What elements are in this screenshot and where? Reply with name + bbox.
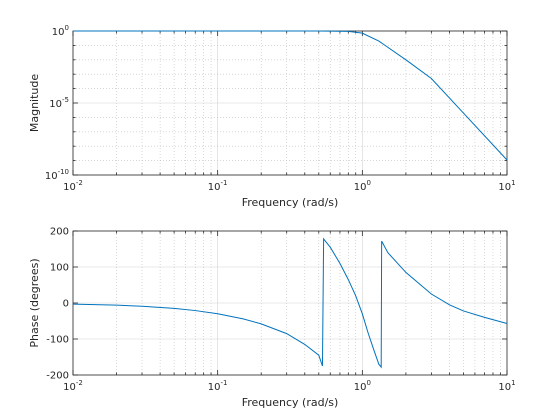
phase-y-axis-label: Phase (degrees) [28,258,41,347]
phase-y-tick-labels: -200 -100 0 100 200 [46,227,69,382]
magnitude-x-tick-labels: 10-2 10-1 100 101 [63,179,515,193]
y-tick-label: 10-10 [45,168,69,182]
phase-ticks [72,230,508,376]
x-tick-label: 101 [498,379,515,393]
y-tick-label: 10-5 [49,96,69,110]
x-tick-label: 10-1 [208,379,228,393]
magnitude-grid [72,30,507,176]
phase-x-tick-labels: 10-2 10-1 100 101 [63,379,515,393]
y-tick-label: 100 [50,263,69,274]
phase-series-line [72,237,508,369]
y-tick-label: -100 [46,335,69,346]
x-tick-label: 10-2 [63,179,83,193]
phase-grid [72,230,507,376]
x-tick-label: 100 [354,379,371,393]
x-tick-label: 10-1 [208,179,228,193]
magnitude-plot: 10-2 10-1 100 101 10-10 10-5 100 Frequency (r… [28,24,516,209]
x-tick-label: 101 [498,179,515,193]
magnitude-series-line [73,30,508,161]
x-tick-label: 100 [354,179,371,193]
x-tick-label: 10-2 [63,379,83,393]
magnitude-y-axis-label: Magnitude [28,74,41,133]
y-tick-label: -200 [46,371,69,382]
y-tick-label: 0 [63,299,69,310]
phase-plot: 10-2 10-1 100 101 -200 -100 0 100 200 Frequency… [28,227,516,410]
magnitude-y-tick-labels: 10-10 10-5 100 [45,24,69,182]
magnitude-x-axis-label: Frequency (rad/s) [242,196,339,209]
y-tick-label: 200 [50,227,69,238]
y-tick-label: 100 [52,24,69,38]
phase-x-axis-label: Frequency (rad/s) [242,396,339,409]
